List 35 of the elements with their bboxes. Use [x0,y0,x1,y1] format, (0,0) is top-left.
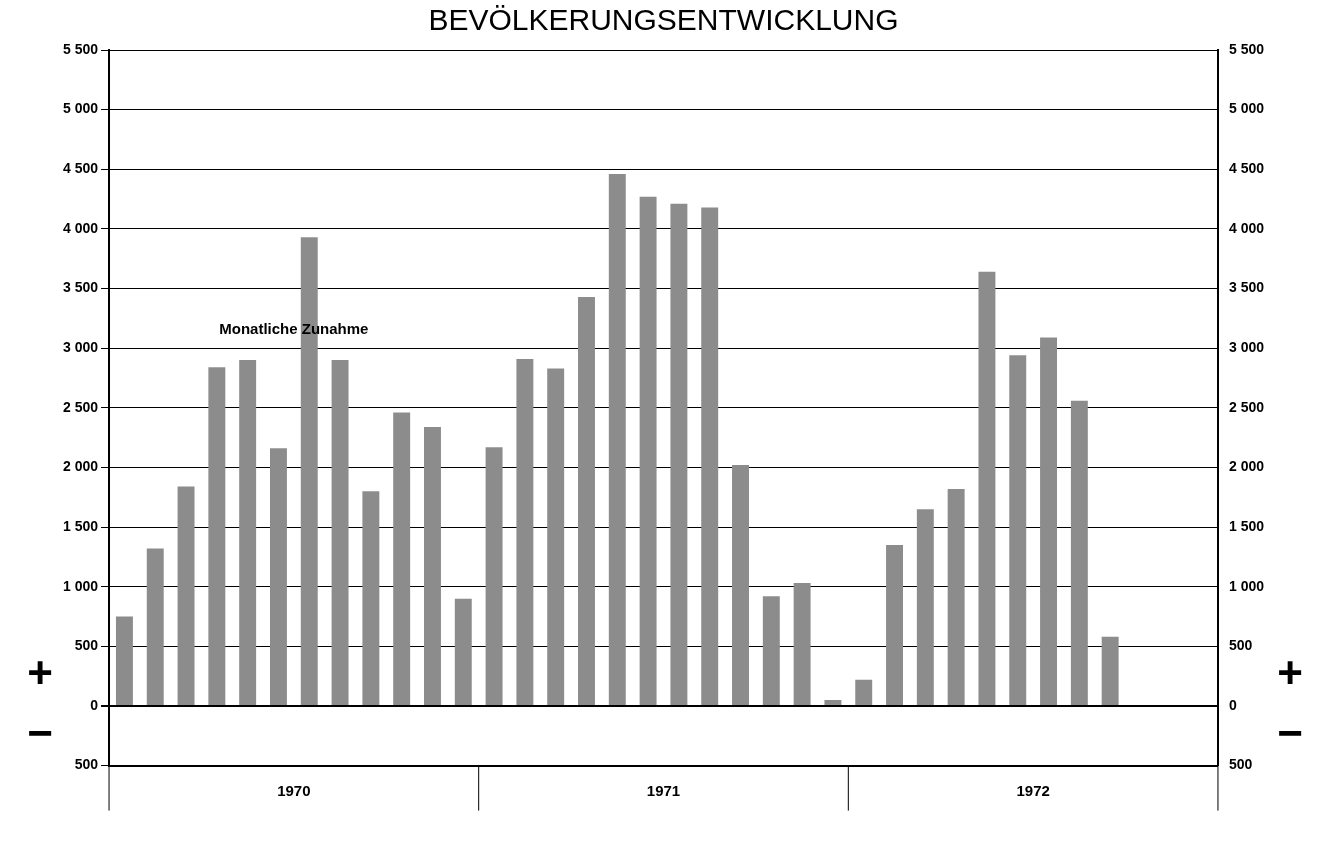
text: 1970 [277,781,311,799]
y2-tick-label: 2 000 [1228,458,1265,475]
y2-tick-label: 4 500 [1228,160,1265,177]
text: − [1277,707,1303,757]
text: + [27,648,53,698]
y-tick-label: 3 500 [62,279,99,296]
y-tick-label: 500 [74,637,99,654]
y-tick-label: 1 000 [62,577,99,594]
y2-tick-label: 0 [1228,696,1237,713]
text: − [27,707,53,757]
y2-tick-label: 500 [1228,756,1253,773]
y-tick-label: 2 500 [62,398,99,415]
y-tick-label: 5 500 [62,40,99,57]
y2-tick-label: 5 000 [1228,100,1265,117]
y-tick-label: 0 [90,696,99,713]
text: + [1277,648,1303,698]
y2-tick-label: 500 [1228,637,1253,654]
y-tick-label: 4 000 [62,219,99,236]
y-tick-label: 4 500 [62,160,99,177]
y2-tick-label: 1 500 [1228,517,1265,534]
text: 1972 [1016,781,1050,799]
y2-tick-label: 5 500 [1228,40,1265,57]
y-tick-label: 500 [74,756,99,773]
chart-title: BEVÖLKERUNGSENTWICKLUNG [428,3,899,37]
y2-tick-label: 2 500 [1228,398,1265,415]
y2-tick-label: 4 000 [1228,219,1265,236]
y-tick-label: 2 000 [62,458,99,475]
y2-tick-label: 3 000 [1228,339,1265,356]
y-tick-label: 1 500 [62,517,99,534]
y2-tick-label: 3 500 [1228,279,1265,296]
text: 1971 [646,781,681,799]
y-tick-label: 5 000 [62,100,99,117]
annotation: Monatliche Zunahme [219,320,369,338]
y2-tick-label: 1 000 [1228,577,1265,594]
y-tick-label: 3 000 [62,339,99,356]
